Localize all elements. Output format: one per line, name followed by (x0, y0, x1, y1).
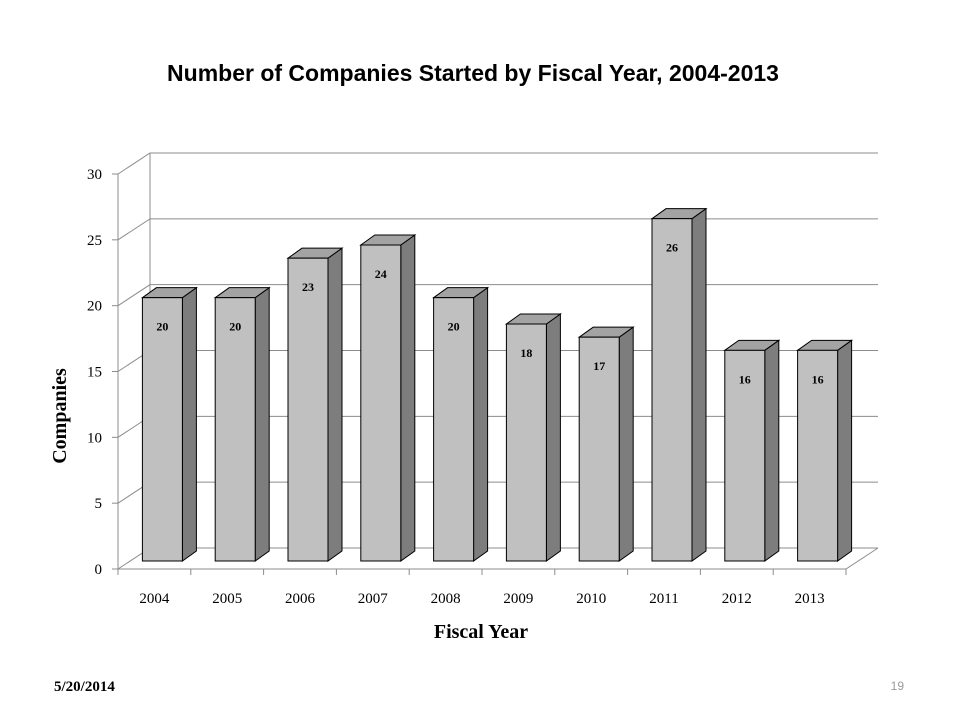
data-label: 20 (448, 320, 460, 334)
bar (578, 336, 620, 562)
chart-title: Number of Companies Started by Fiscal Ye… (167, 60, 779, 86)
bar-side (545, 313, 561, 562)
bars (140, 207, 854, 562)
gridline (117, 218, 878, 241)
bar (287, 257, 329, 562)
bar (214, 297, 256, 562)
data-label: 20 (156, 320, 168, 334)
y-axis: 0 5 10 15 20 25 30 (87, 167, 119, 578)
y-tick-label: 15 (87, 365, 102, 381)
bar-side (327, 247, 343, 562)
x-tick-label: 2009 (503, 591, 533, 607)
x-tick-label: 2006 (285, 591, 316, 607)
y-tick-label: 30 (87, 167, 102, 183)
data-label: 16 (739, 372, 751, 386)
data-label: 26 (666, 241, 678, 255)
data-label: 16 (812, 372, 824, 386)
x-tick-label: 2007 (358, 591, 389, 607)
y-tick-label: 0 (95, 562, 103, 578)
x-tick-label: 2011 (649, 591, 678, 607)
bar (724, 349, 766, 562)
data-label: 17 (593, 359, 605, 373)
x-tick-label: 2013 (795, 591, 825, 607)
slide-date: 5/20/2014 (54, 679, 115, 695)
bar-side (618, 326, 634, 562)
slide-page-number: 19 (890, 679, 904, 693)
x-tick-label: 2012 (722, 591, 752, 607)
gridline (117, 284, 878, 307)
bar (360, 244, 402, 562)
bar (505, 323, 547, 562)
bar-side (473, 286, 489, 562)
y-tick-label: 10 (87, 430, 102, 446)
bar (651, 218, 693, 562)
data-label: 23 (302, 280, 314, 294)
y-tick-label: 25 (87, 233, 102, 249)
data-label: 18 (520, 346, 532, 360)
data-label: 24 (375, 267, 387, 281)
bar-side (691, 207, 707, 562)
bar-side (837, 339, 853, 562)
bar-side (764, 339, 780, 562)
y-axis-title: Companies (49, 368, 71, 464)
data-label: 20 (229, 320, 241, 334)
data-labels: 20 20 23 24 20 18 17 26 16 16 (156, 241, 823, 387)
y-tick-label: 5 (95, 496, 103, 512)
bar-side (400, 234, 416, 562)
x-tick-label: 2004 (139, 591, 170, 607)
x-axis: 2004 2005 2006 2007 2008 2009 2010 2011 2012 2013 (117, 569, 847, 607)
y-tick-label: 20 (87, 299, 102, 315)
x-tick-label: 2005 (212, 591, 242, 607)
bar (433, 297, 475, 562)
gridline (117, 152, 878, 175)
x-tick-label: 2008 (431, 591, 461, 607)
x-axis-title: Fiscal Year (434, 621, 528, 643)
bar-side (181, 286, 197, 562)
bar (797, 349, 839, 562)
bar-side (254, 286, 270, 562)
bar (141, 297, 183, 562)
x-tick-label: 2010 (576, 591, 606, 607)
